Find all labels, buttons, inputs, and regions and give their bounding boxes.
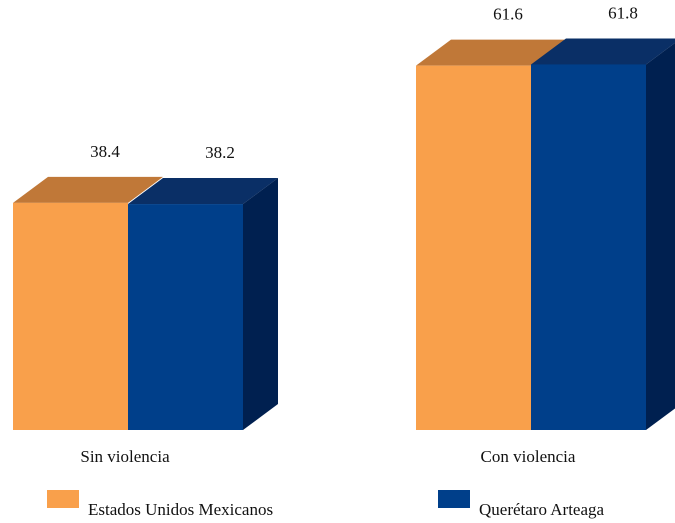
bar-queretaro-arteaga-con-violencia (531, 38, 675, 430)
bar-front-queretaro-arteaga-sin-violencia (128, 204, 243, 430)
bar-queretaro-arteaga-sin-violencia (128, 178, 278, 430)
data-label-queretaro-arteaga-sin-violencia: 38.2 (205, 143, 235, 162)
bar-top-queretaro-arteaga-sin-violencia (128, 178, 278, 205)
category-labels: Sin violencia Con violencia (80, 447, 576, 466)
legend-swatch-estados-unidos-mexicanos (47, 490, 79, 508)
legend-item-queretaro-arteaga: Querétaro Arteaga (438, 490, 605, 519)
category-label-con-violencia: Con violencia (481, 447, 576, 466)
data-label-estados-unidos-mexicanos-sin-violencia: 38.4 (90, 142, 120, 161)
bar-front-estados-unidos-mexicanos-sin-violencia (13, 202, 128, 430)
bar-top-queretaro-arteaga-con-violencia (531, 38, 675, 65)
legend: Estados Unidos Mexicanos Querétaro Arteag… (47, 490, 605, 519)
legend-label-estados-unidos-mexicanos: Estados Unidos Mexicanos (88, 500, 273, 519)
plot-area: 38.4 38.2 61.6 61.8 (13, 3, 675, 431)
data-label-queretaro-arteaga-con-violencia: 61.8 (608, 3, 638, 22)
data-label-estados-unidos-mexicanos-con-violencia: 61.6 (493, 5, 523, 24)
bar-estados-unidos-mexicanos-con-violencia (416, 39, 566, 431)
bar-side-queretaro-arteaga-con-violencia (646, 42, 675, 430)
bar-estados-unidos-mexicanos-sin-violencia (13, 176, 163, 430)
category-label-sin-violencia: Sin violencia (80, 447, 170, 466)
bar-side-queretaro-arteaga-sin-violencia (243, 178, 278, 430)
bar-top-estados-unidos-mexicanos-sin-violencia (13, 176, 163, 203)
bar-front-queretaro-arteaga-con-violencia (531, 64, 646, 430)
legend-item-estados-unidos-mexicanos: Estados Unidos Mexicanos (47, 490, 273, 519)
legend-swatch-queretaro-arteaga (438, 490, 470, 508)
legend-label-queretaro-arteaga: Querétaro Arteaga (479, 500, 605, 519)
bar-top-estados-unidos-mexicanos-con-violencia (416, 39, 566, 66)
bar-front-estados-unidos-mexicanos-con-violencia (416, 65, 531, 431)
